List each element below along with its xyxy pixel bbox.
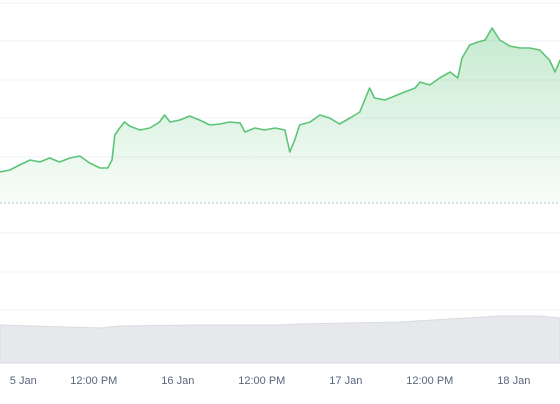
volume-area: [0, 315, 560, 364]
x-tick-label: 5 Jan: [10, 375, 37, 387]
x-tick-label: 12:00 PM: [406, 375, 453, 387]
x-tick-label: 12:00 PM: [70, 375, 117, 387]
x-tick-label: 12:00 PM: [238, 375, 285, 387]
price-area: [0, 28, 560, 203]
price-line: [0, 27, 560, 173]
x-tick-label: 17 Jan: [329, 375, 362, 387]
x-tick-label: 18 Jan: [497, 375, 530, 387]
x-tick-label: 16 Jan: [161, 375, 194, 387]
